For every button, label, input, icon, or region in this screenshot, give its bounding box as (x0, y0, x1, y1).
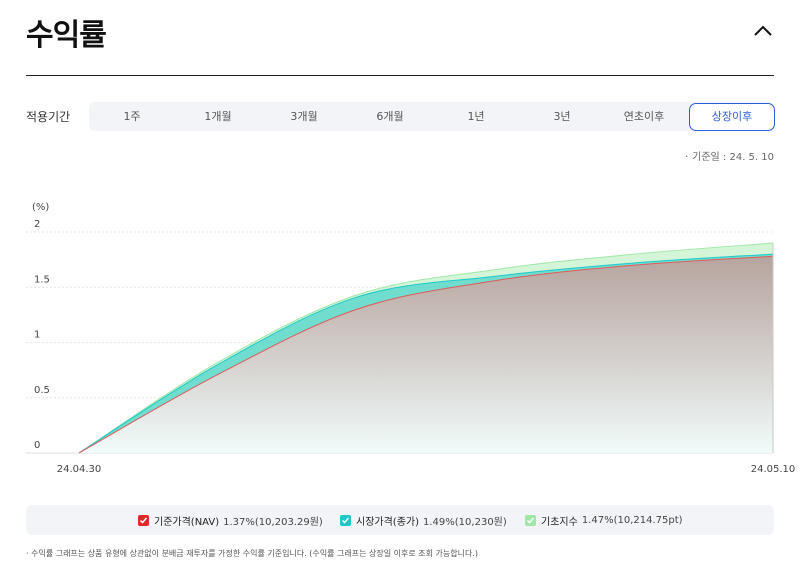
legend-value: 1.37%(10,203.29원) (223, 517, 323, 528)
period-tabs: 1주 1개월 3개월 6개월 1년 3년 연초이후 상장이후 (89, 102, 775, 131)
x-tick-label: 24.05.10 (751, 464, 796, 475)
footnote-text: 수익률 그래프는 상품 유형에 상관없이 분배금 재투자를 가정한 수익률 기준… (31, 549, 479, 558)
nav-series-area (79, 256, 773, 453)
reference-date-text: 기준일 : 24. 5. 10 (692, 152, 774, 163)
y-tick-label: 1 (34, 330, 40, 341)
index-series-line (78, 242, 774, 454)
period-tab-6m[interactable]: 6개월 (376, 110, 404, 123)
legend-item-market[interactable]: 시장가격(종가) 1.49%(10,230원) (340, 513, 507, 528)
legend-item-index[interactable]: 기초지수 1.47%(10,214.75pt) (525, 513, 683, 528)
page-title: 수익률 (26, 18, 107, 53)
legend-value: 1.47%(10,214.75pt) (581, 515, 683, 526)
period-tab-1w[interactable]: 1주 (123, 110, 141, 123)
footnote: · 수익률 그래프는 상품 유형에 상관없이 분배금 재투자를 가정한 수익률 … (26, 549, 479, 558)
checkbox-checked-icon[interactable] (340, 515, 351, 526)
period-tab-1y[interactable]: 1년 (467, 110, 485, 123)
period-tab-since-listing[interactable]: 상장이후 (689, 103, 775, 131)
chart-legend: 기준가격(NAV) 1.37%(10,203.29원) 시장가격(종가) 1.4… (26, 505, 774, 535)
chevron-up-icon[interactable] (752, 22, 774, 40)
legend-name: 기준가격(NAV) (154, 517, 220, 528)
x-tick-label: 24.04.30 (57, 464, 102, 475)
nav-series-line (78, 255, 774, 454)
checkbox-checked-icon[interactable] (138, 515, 149, 526)
period-tab-3m[interactable]: 3개월 (290, 110, 318, 123)
period-label: 적용기간 (26, 110, 71, 124)
y-tick-label: 2 (34, 219, 40, 230)
y-tick-label: 0.5 (34, 385, 50, 396)
y-axis-unit: (%) (32, 202, 49, 213)
checkbox-checked-icon[interactable] (525, 515, 536, 526)
return-chart: (%) 2 1.5 1 0.5 0 24.04.30 24.05.10 (26, 202, 796, 475)
reference-date: · 기준일 : 24. 5. 10 (684, 152, 774, 163)
y-tick-label: 1.5 (34, 274, 50, 285)
legend-item-nav[interactable]: 기준가격(NAV) 1.37%(10,203.29원) (138, 513, 323, 528)
y-tick-label: 0 (34, 440, 40, 451)
legend-value: 1.49%(10,230원) (423, 517, 507, 528)
legend-name: 시장가격(종가) (356, 517, 420, 528)
period-tab-ytd[interactable]: 연초이후 (623, 110, 665, 123)
title-divider (26, 75, 774, 76)
period-tab-1m[interactable]: 1개월 (204, 110, 232, 123)
period-tab-3y[interactable]: 3년 (553, 110, 571, 123)
market-series-line (78, 253, 774, 454)
legend-name: 기초지수 (541, 517, 578, 528)
